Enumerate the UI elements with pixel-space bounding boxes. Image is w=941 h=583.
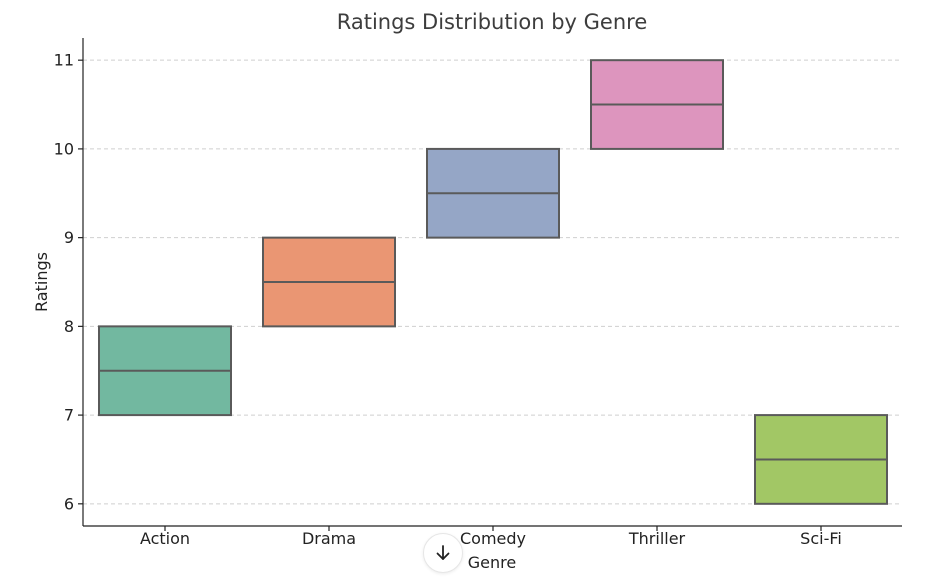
y-ticks: 6 7 8 9 10 11 <box>54 51 83 513</box>
boxes <box>98 59 888 505</box>
y-tick-label: 6 <box>64 494 74 513</box>
x-tick-label: Sci-Fi <box>800 529 842 548</box>
y-tick-label: 11 <box>54 51 74 70</box>
arrow-down-icon <box>436 545 450 560</box>
chart-title: Ratings Distribution by Genre <box>337 10 648 34</box>
x-tick-label: Drama <box>302 529 356 548</box>
y-tick-label: 7 <box>64 406 74 425</box>
y-tick-label: 9 <box>64 228 74 247</box>
x-tick-label: Comedy <box>460 529 526 548</box>
x-axis-label: Genre <box>468 553 516 572</box>
x-ticks: Action Drama Comedy Thriller Sci-Fi <box>140 526 842 548</box>
x-tick-label: Thriller <box>628 529 686 548</box>
y-tick-label: 8 <box>64 317 74 336</box>
y-tick-label: 10 <box>54 139 74 158</box>
scroll-down-button[interactable] <box>423 533 463 573</box>
x-tick-label: Action <box>140 529 190 548</box>
y-axis-label: Ratings <box>32 252 51 312</box>
